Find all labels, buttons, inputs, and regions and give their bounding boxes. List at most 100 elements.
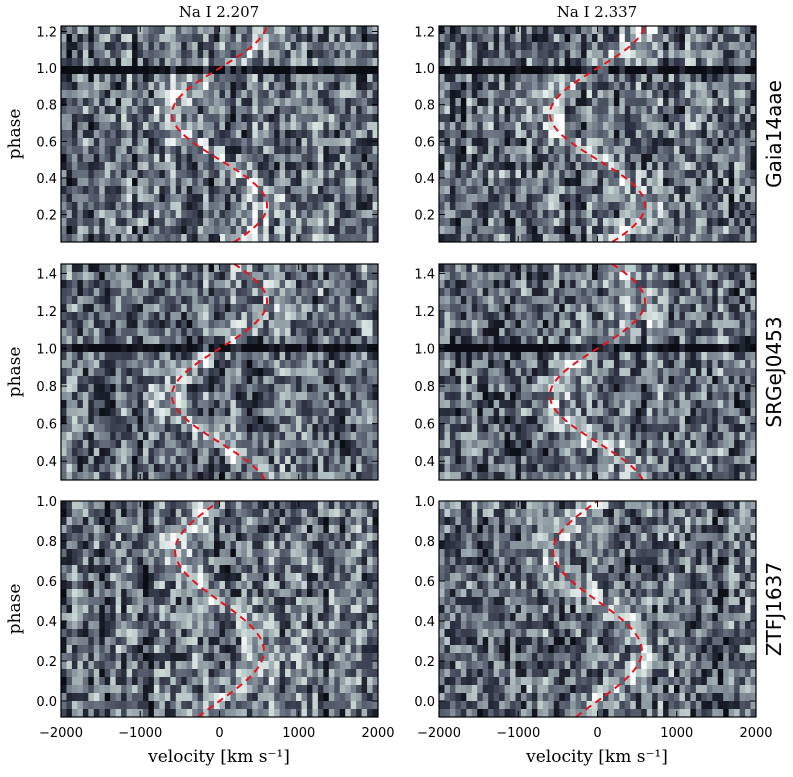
heatmap-cell bbox=[356, 424, 363, 433]
heatmap-cell bbox=[553, 186, 560, 195]
heatmap-cell bbox=[285, 312, 292, 321]
heatmap-cell bbox=[695, 90, 702, 99]
heatmap-cell bbox=[750, 58, 756, 67]
heatmap-cell bbox=[110, 368, 117, 377]
heatmap-cell bbox=[706, 50, 713, 59]
heatmap-cell bbox=[581, 234, 588, 242]
heatmap-cell bbox=[646, 130, 653, 139]
heatmap-cell bbox=[734, 42, 741, 51]
heatmap-cell bbox=[214, 432, 221, 441]
heatmap-cell bbox=[350, 392, 357, 401]
heatmap-cell bbox=[312, 162, 319, 171]
heatmap-cell bbox=[361, 194, 368, 203]
heatmap-cell bbox=[728, 106, 735, 115]
heatmap-cell bbox=[564, 272, 571, 281]
heatmap-cell bbox=[723, 66, 730, 75]
heatmap-cell bbox=[219, 472, 226, 480]
heatmap-cell bbox=[542, 234, 549, 242]
heatmap-cell bbox=[164, 66, 171, 75]
heatmap-cell bbox=[728, 162, 735, 171]
heatmap-cell bbox=[663, 74, 670, 83]
heatmap-cell bbox=[186, 34, 193, 43]
heatmap-cell bbox=[663, 26, 670, 35]
heatmap-cell bbox=[499, 194, 506, 203]
heatmap-cell bbox=[350, 154, 357, 163]
heatmap-cell bbox=[263, 352, 270, 361]
heatmap-cell bbox=[257, 312, 264, 321]
heatmap-cell bbox=[263, 226, 270, 235]
heatmap-cell bbox=[695, 130, 702, 139]
heatmap-cell bbox=[285, 432, 292, 441]
heatmap-cell bbox=[630, 50, 637, 59]
heatmap-cell bbox=[104, 424, 111, 433]
heatmap-cell bbox=[186, 272, 193, 281]
heatmap-cell bbox=[345, 74, 352, 83]
heatmap-cell bbox=[455, 218, 462, 227]
heatmap-cell bbox=[159, 312, 166, 321]
heatmap-cell bbox=[504, 280, 511, 289]
heatmap-cell bbox=[224, 456, 232, 465]
heatmap-cell bbox=[126, 82, 133, 91]
heatmap-cell bbox=[77, 106, 84, 115]
heatmap-cell bbox=[345, 472, 352, 480]
heatmap-cell bbox=[553, 26, 560, 35]
heatmap-cell bbox=[695, 234, 702, 242]
heatmap-cell bbox=[361, 98, 368, 107]
heatmap-cell bbox=[99, 456, 106, 465]
heatmap-cell bbox=[61, 456, 68, 465]
heatmap-cell bbox=[181, 344, 188, 353]
heatmap-cell bbox=[268, 202, 275, 211]
heatmap-cell bbox=[531, 264, 538, 273]
heatmap-cell bbox=[203, 264, 210, 273]
heatmap-cell bbox=[712, 218, 719, 227]
heatmap-cell bbox=[345, 336, 352, 345]
heatmap-cell bbox=[526, 138, 533, 147]
heatmap-cell bbox=[613, 218, 620, 227]
heatmap-cell bbox=[142, 456, 150, 465]
heatmap-cell bbox=[439, 34, 446, 43]
heatmap-cell bbox=[296, 288, 303, 297]
heatmap-cell bbox=[175, 114, 182, 123]
heatmap-cell bbox=[279, 320, 286, 329]
heatmap-cell bbox=[350, 328, 357, 337]
heatmap-cell bbox=[564, 264, 571, 273]
heatmap-cell bbox=[186, 154, 193, 163]
heatmap-cell bbox=[104, 408, 111, 417]
heatmap-cell bbox=[444, 90, 451, 99]
heatmap-cell bbox=[372, 234, 378, 242]
heatmap-cell bbox=[520, 272, 528, 281]
heatmap-cell bbox=[235, 218, 242, 227]
heatmap-cell bbox=[126, 26, 133, 35]
heatmap-cell bbox=[224, 360, 232, 369]
heatmap-cell bbox=[279, 74, 286, 83]
heatmap-cell bbox=[142, 194, 150, 203]
heatmap-cell bbox=[71, 114, 78, 123]
heatmap-cell bbox=[570, 26, 577, 35]
heatmap-cell bbox=[553, 130, 560, 139]
heatmap-cell bbox=[274, 138, 281, 147]
heatmap-cell bbox=[548, 288, 555, 297]
heatmap-cell bbox=[674, 202, 681, 211]
heatmap-cell bbox=[537, 186, 544, 195]
heatmap-cell bbox=[175, 218, 182, 227]
heatmap-cell bbox=[356, 106, 363, 115]
heatmap-cell bbox=[208, 336, 215, 345]
heatmap-cell bbox=[339, 138, 346, 147]
heatmap-cell bbox=[317, 368, 324, 377]
heatmap-cell bbox=[175, 138, 182, 147]
heatmap-cell bbox=[317, 26, 324, 35]
heatmap-cell bbox=[444, 280, 451, 289]
heatmap-cell bbox=[339, 456, 346, 465]
heatmap-cell bbox=[115, 408, 122, 417]
heatmap-cell bbox=[739, 130, 746, 139]
heatmap-cell bbox=[317, 170, 324, 179]
heatmap-cell bbox=[531, 26, 538, 35]
heatmap-cell bbox=[477, 154, 484, 163]
heatmap-cell bbox=[345, 280, 352, 289]
heatmap-cell bbox=[61, 328, 68, 337]
heatmap-cell bbox=[328, 296, 335, 305]
heatmap-cell bbox=[372, 440, 378, 449]
heatmap-cell bbox=[115, 440, 122, 449]
heatmap-cell bbox=[745, 66, 752, 75]
